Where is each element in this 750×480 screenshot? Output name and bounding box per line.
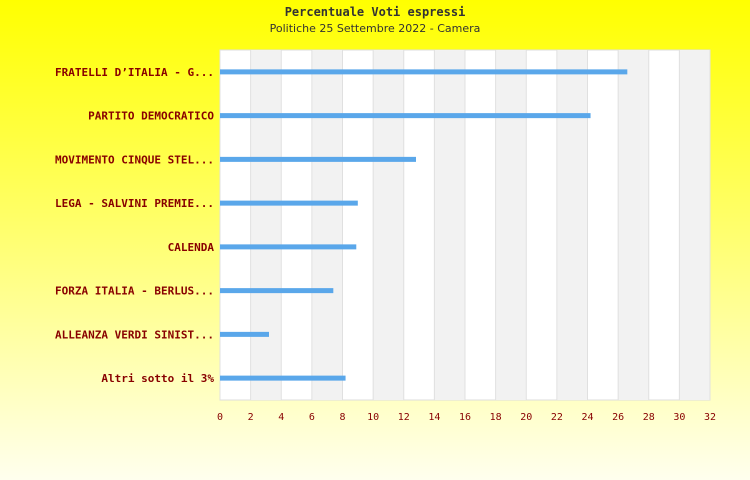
grid-band (495, 50, 527, 400)
category-label: FRATELLI D’ITALIA - G... (55, 66, 214, 79)
grid-band (373, 50, 404, 400)
category-label: Altri sotto il 3% (101, 372, 214, 385)
x-tick-label: 20 (520, 412, 532, 423)
grid-bands (250, 50, 710, 400)
x-tick-label: 4 (278, 412, 284, 423)
category-label: PARTITO DEMOCRATICO (88, 110, 214, 123)
grid-band (250, 50, 282, 400)
grid-band (556, 50, 588, 400)
bar (220, 244, 357, 250)
x-axis-ticks: 0 2 4 6 8 10 12 14 16 18 20 22 24 26 28 30 32 (217, 412, 716, 423)
x-tick-label: 28 (643, 412, 655, 423)
x-tick-label: 8 (339, 412, 345, 423)
x-tick-label: 18 (490, 412, 502, 423)
grid-band (618, 50, 649, 400)
x-tick-label: 22 (551, 412, 563, 423)
chart-subtitle: Politiche 25 Settembre 2022 - Camera (270, 22, 481, 35)
category-labels: FRATELLI D’ITALIA - G... PARTITO DEMOCRAT… (55, 66, 214, 385)
category-label: LEGA - SALVINI PREMIE... (55, 197, 214, 210)
chart-title: Percentuale Voti espressi (285, 5, 466, 19)
x-tick-label: 10 (367, 412, 379, 423)
bar (220, 331, 269, 337)
x-tick-label: 32 (704, 412, 716, 423)
x-tick-label: 26 (612, 412, 624, 423)
grid-band (311, 50, 343, 400)
gridlines (219, 50, 711, 400)
category-label: FORZA ITALIA - BERLUS... (55, 285, 214, 298)
category-label: ALLEANZA VERDI SINIST... (55, 328, 214, 341)
bar (220, 375, 346, 381)
x-tick-label: 24 (581, 412, 593, 423)
x-tick-label: 12 (398, 412, 410, 423)
x-tick-label: 6 (309, 412, 315, 423)
x-tick-label: 16 (459, 412, 471, 423)
bar (220, 113, 591, 119)
x-tick-label: 0 (217, 412, 223, 423)
bar (220, 69, 628, 75)
x-tick-label: 14 (428, 412, 440, 423)
category-label: CALENDA (168, 241, 215, 254)
x-tick-label: 2 (248, 412, 254, 423)
bars (220, 69, 628, 381)
grid-band (434, 50, 465, 400)
x-tick-label: 30 (673, 412, 685, 423)
bar (220, 288, 334, 294)
category-label: MOVIMENTO CINQUE STEL... (55, 153, 214, 166)
grid-band (679, 50, 710, 400)
bar (220, 156, 416, 162)
bar (220, 200, 358, 206)
